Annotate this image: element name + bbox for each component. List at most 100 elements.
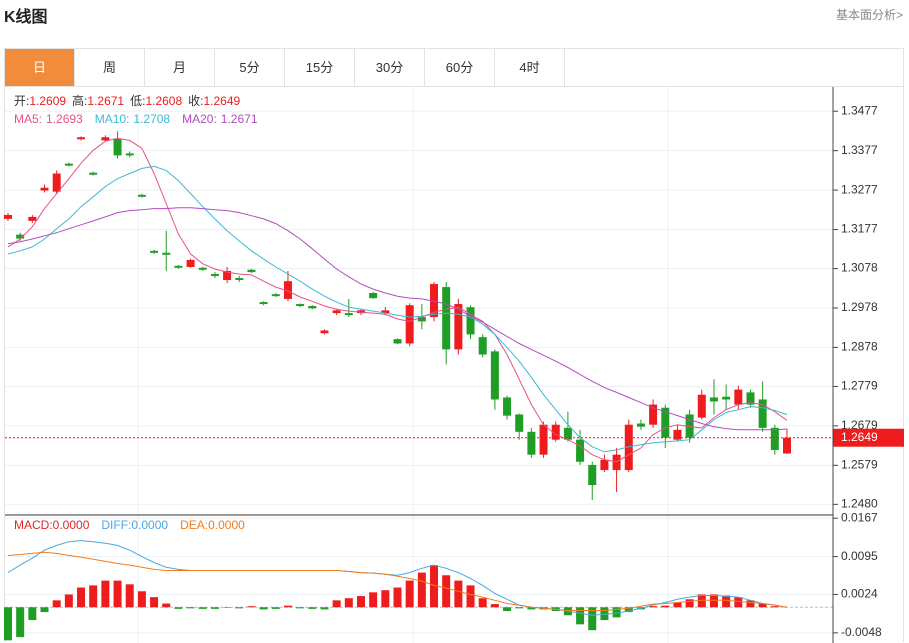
candle-body xyxy=(405,305,414,344)
candle-body xyxy=(417,317,426,322)
period-tab[interactable]: 月 xyxy=(145,49,215,86)
candle-body xyxy=(369,293,378,299)
y-tick-label: 1.2480 xyxy=(841,497,878,511)
macd-bar xyxy=(271,607,280,609)
y-tick-label: 1.3377 xyxy=(841,143,878,157)
candle-body xyxy=(783,437,791,454)
macd-bar xyxy=(442,575,451,608)
candle-body xyxy=(430,283,439,318)
macd-bar xyxy=(28,607,37,621)
macd-bar xyxy=(125,584,134,608)
candle-body xyxy=(563,427,572,440)
period-tab[interactable]: 日 xyxy=(5,49,75,86)
macd-bar xyxy=(393,587,402,608)
macd-bar xyxy=(734,597,743,608)
candle-body xyxy=(490,351,499,400)
ma-legend-name: MA20: xyxy=(182,112,217,126)
macd-bar xyxy=(235,607,244,609)
macd-bar xyxy=(758,603,767,608)
candle-body xyxy=(137,194,146,197)
macd-bar xyxy=(466,585,475,608)
macd-bar xyxy=(16,607,25,638)
macd-bar xyxy=(673,602,682,608)
macd-bar xyxy=(515,607,524,609)
period-tab[interactable]: 5分 xyxy=(215,49,285,86)
candle-body xyxy=(576,439,585,462)
macd-bar xyxy=(52,600,61,608)
ohlc-value: 1.2609 xyxy=(29,94,66,108)
macd-bar xyxy=(527,607,536,610)
macd-bar xyxy=(101,580,110,608)
macd-bar xyxy=(624,607,633,613)
macd-bar xyxy=(40,607,49,613)
ma-legend-name: MA5: xyxy=(14,112,42,126)
macd-bar xyxy=(417,572,426,608)
candle-body xyxy=(28,216,37,221)
candle-body xyxy=(259,302,268,305)
candle-body xyxy=(77,137,86,140)
period-tab[interactable]: 15分 xyxy=(285,49,355,86)
macd-bar xyxy=(174,607,183,609)
macd-bar xyxy=(344,598,353,608)
candle-body xyxy=(466,307,475,335)
ohlc-value: 1.2608 xyxy=(145,94,182,108)
macd-bar xyxy=(89,585,98,608)
macd-line xyxy=(7,551,788,611)
macd-bar xyxy=(576,607,585,625)
candle-body xyxy=(89,172,98,175)
candle-body xyxy=(186,259,195,267)
candle-body xyxy=(515,414,524,432)
y-tick-label: 1.3477 xyxy=(841,103,878,117)
ohlc-label: 开: xyxy=(14,94,29,108)
candle-body xyxy=(709,397,718,402)
y-tick-label: 0.0095 xyxy=(841,549,878,563)
ma-legend-value: 1.2693 xyxy=(46,112,83,126)
candle-body xyxy=(649,404,658,425)
macd-bar xyxy=(150,597,159,608)
candle-body xyxy=(64,163,73,166)
macd-bar xyxy=(186,607,195,609)
candle-body xyxy=(150,250,159,253)
macd-bar xyxy=(612,607,621,618)
candle-body xyxy=(125,153,134,156)
macd-bar xyxy=(198,607,207,609)
candle-body xyxy=(198,267,207,270)
period-tab[interactable]: 4时 xyxy=(495,49,565,86)
period-tab[interactable]: 周 xyxy=(75,49,145,86)
macd-bar xyxy=(649,606,658,608)
macd-bar xyxy=(405,580,414,608)
macd-bar xyxy=(77,587,86,608)
candle-body xyxy=(770,427,779,450)
macd-legend-value: 0.0000 xyxy=(208,518,245,532)
period-tab[interactable]: 60分 xyxy=(425,49,495,86)
candle-body xyxy=(478,337,487,355)
y-tick-label: 1.2579 xyxy=(841,457,878,471)
macd-bar xyxy=(478,598,487,608)
macd-bar xyxy=(332,600,341,608)
candle-body xyxy=(223,270,232,280)
macd-bar xyxy=(308,607,317,609)
candle-body xyxy=(235,278,244,280)
macd-bar xyxy=(210,607,219,609)
macd-legend-value: 0.0000 xyxy=(53,518,90,532)
candle-body xyxy=(527,431,536,455)
chart-frame xyxy=(4,48,904,642)
period-tab[interactable]: 30分 xyxy=(355,49,425,86)
ma-line xyxy=(7,137,788,463)
candle-body xyxy=(162,252,171,255)
macd-legend: MACD:0.0000 DIFF:0.0000 DEA:0.0000 xyxy=(14,518,245,532)
macd-bar xyxy=(746,600,755,608)
macd-bar xyxy=(356,596,365,608)
macd-bar xyxy=(64,594,73,608)
ma-legend-name: MA10: xyxy=(95,112,130,126)
analysis-link[interactable]: 基本面分析> xyxy=(835,8,903,22)
macd-bar xyxy=(770,606,779,608)
macd-bar xyxy=(137,591,146,608)
candle-body xyxy=(746,392,755,405)
candle-body xyxy=(673,429,682,440)
candle-body xyxy=(661,407,670,438)
macd-bar xyxy=(320,607,329,610)
candle-body xyxy=(332,310,341,314)
